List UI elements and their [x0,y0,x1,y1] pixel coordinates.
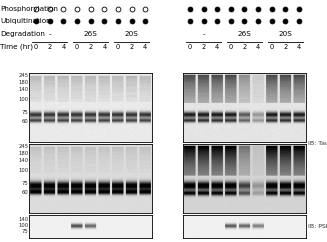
Text: 4: 4 [256,44,260,50]
Text: 26S: 26S [237,31,251,37]
Text: Time (hr): Time (hr) [0,44,33,50]
Text: 180: 180 [18,151,28,156]
Text: 0: 0 [75,44,79,50]
Text: 180: 180 [18,80,28,85]
Text: 2: 2 [89,44,93,50]
Text: Phosphorylation: Phosphorylation [0,6,58,12]
Text: 245: 245 [18,73,28,78]
Text: 140: 140 [18,87,28,92]
Text: 0: 0 [188,44,192,50]
Text: 75: 75 [22,110,28,115]
Text: 2: 2 [129,44,134,50]
Text: 0: 0 [269,44,274,50]
Text: 140: 140 [18,158,28,163]
Text: 100: 100 [18,97,28,102]
Text: 2: 2 [201,44,206,50]
Text: Ubiquitination: Ubiquitination [0,18,51,24]
Text: 0: 0 [116,44,120,50]
Text: 60: 60 [22,190,28,195]
Text: 2: 2 [283,44,287,50]
Text: IB: Tau-5: IB: Tau-5 [308,141,327,145]
Text: 20S: 20S [278,31,292,37]
Text: 100: 100 [18,223,28,228]
Text: -: - [48,31,51,37]
Text: 0: 0 [34,44,38,50]
Text: 26S: 26S [84,31,98,37]
Text: 2: 2 [48,44,52,50]
Text: 20S: 20S [125,31,139,37]
Text: 0: 0 [229,44,233,50]
Text: 60: 60 [22,119,28,124]
Text: 4: 4 [102,44,107,50]
Text: 4: 4 [143,44,147,50]
Text: 4: 4 [297,44,301,50]
Text: 245: 245 [18,144,28,149]
Text: 75: 75 [22,229,28,234]
Text: 100: 100 [18,168,28,173]
Text: 2: 2 [242,44,247,50]
Text: 140: 140 [18,217,28,222]
Text: Degradation: Degradation [0,31,45,37]
Text: 4: 4 [61,44,66,50]
Text: -: - [202,31,205,37]
Text: IB: PSMD2: IB: PSMD2 [308,224,327,229]
Text: 75: 75 [22,181,28,186]
Text: 4: 4 [215,44,219,50]
